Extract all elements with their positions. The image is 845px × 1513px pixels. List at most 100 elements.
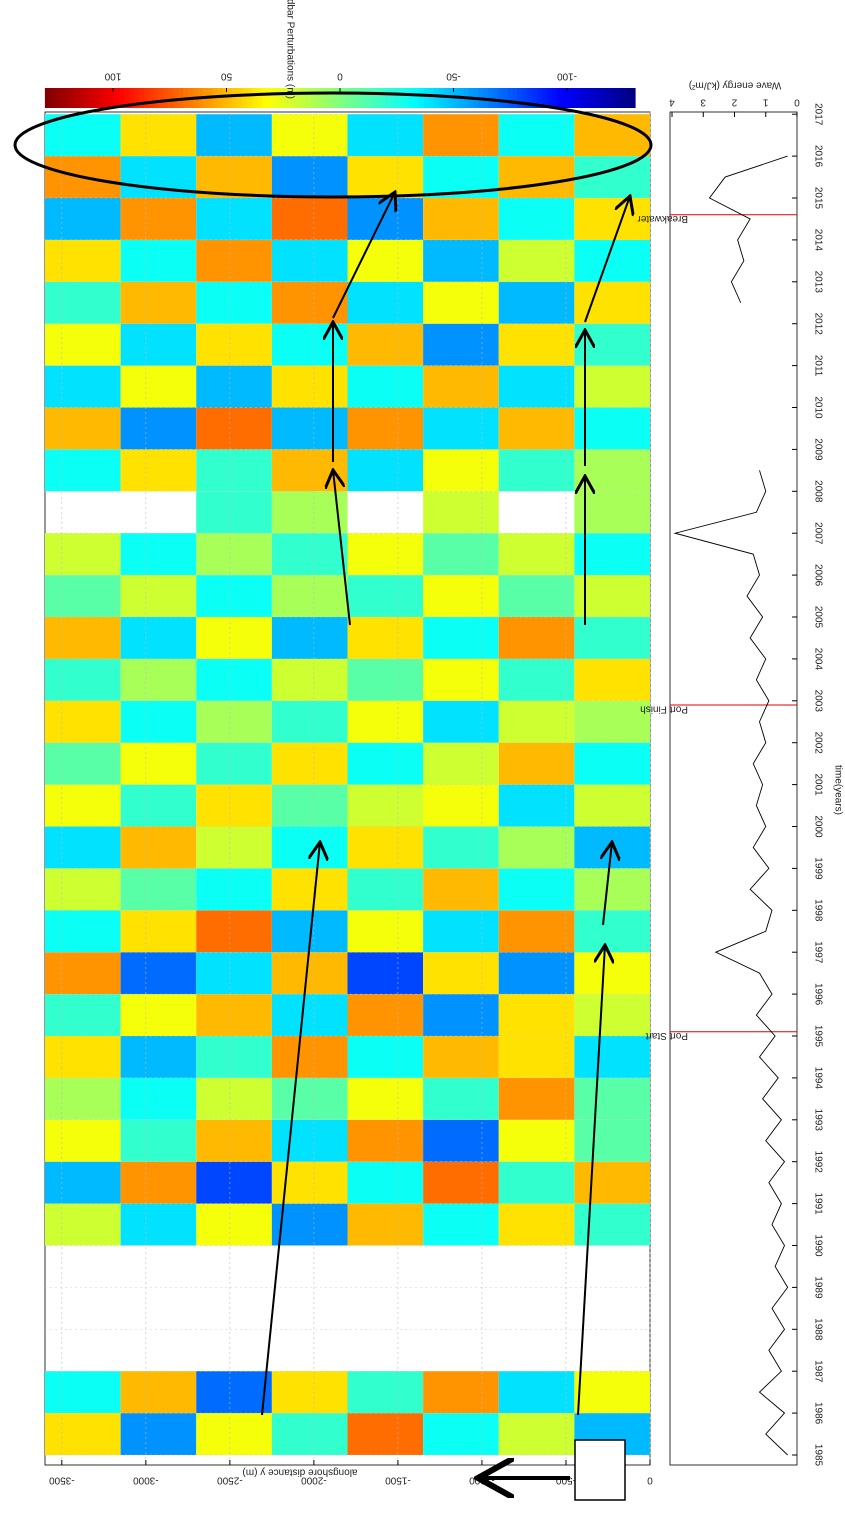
colorbar-swatch: [423, 88, 430, 108]
heatmap-cell: [45, 114, 121, 157]
heatmap-cell: [347, 617, 424, 659]
heatmap-cell: [498, 239, 575, 282]
heatmap-cell: [120, 700, 197, 743]
heatmap-cell: [271, 1371, 348, 1414]
heatmap-cell: [574, 575, 650, 617]
heatmap-cell: [574, 1371, 650, 1414]
colorbar-swatch: [251, 88, 257, 108]
heatmap-cell: [498, 952, 575, 995]
heatmap-cell: [347, 1119, 424, 1162]
heatmap-cell: [347, 281, 424, 324]
annotation-text: Port Start: [646, 1030, 688, 1041]
heatmap-cell: [347, 198, 424, 240]
heatmap-cell: [196, 1077, 272, 1120]
heatmap-cell: [196, 868, 272, 911]
heatmap-cell: [271, 449, 348, 492]
heatmap-cell: [120, 1036, 197, 1078]
colorbar-tick-label: 50: [221, 70, 233, 81]
colorbar-swatch: [320, 88, 326, 108]
heatmap-cell: [423, 784, 499, 827]
heatmap-cell: [45, 742, 121, 785]
heatmap-cell: [45, 1119, 121, 1162]
arrow: [603, 842, 612, 926]
heatmap-cell: [271, 617, 348, 659]
heatmap-cell: [196, 1119, 272, 1162]
heatmap: [44, 111, 651, 1466]
colorbar-swatch: [403, 88, 410, 108]
heatmap-cell: [498, 407, 575, 450]
heatmap-cell: [120, 323, 197, 366]
heatmap-cell: [347, 658, 424, 701]
heatmap-cell: [423, 281, 499, 324]
heatmap-cell: [45, 1077, 121, 1120]
heatmap-cell: [196, 323, 272, 366]
heatmap-cell: [498, 365, 575, 408]
heatmap-cell: [196, 365, 272, 408]
heatmap-cell: [271, 1036, 348, 1078]
heatmap-cell: [271, 1077, 348, 1120]
heatmap-cell: [574, 365, 650, 408]
x-tick-label: 2007: [812, 522, 823, 545]
heatmap-cell: [45, 1203, 121, 1246]
heatmap-cell: [120, 1413, 197, 1455]
colorbar-swatch: [64, 88, 70, 108]
heatmap-cell: [423, 491, 499, 534]
colorbar-swatch: [94, 88, 100, 108]
direction-box: [574, 1439, 626, 1501]
heatmap-cell: [498, 1077, 575, 1120]
colorbar-swatch: [600, 88, 607, 108]
colorbar-swatch: [335, 88, 341, 108]
heatmap-cell: [347, 1161, 424, 1204]
heatmap-cell: [347, 1203, 424, 1246]
heatmap-cell: [196, 994, 272, 1036]
colorbar-swatch: [433, 88, 439, 108]
heatmap-cell: [271, 323, 348, 366]
colorbar-swatch: [531, 88, 538, 108]
heatmap-cell: [120, 1119, 197, 1162]
colorbar-swatch: [261, 88, 267, 108]
heatmap-cell: [271, 1413, 348, 1455]
heatmap-cell: [347, 1077, 424, 1120]
x-tick-label: 1987: [812, 1360, 823, 1383]
colorbar-swatch: [359, 88, 366, 108]
heatmap-cell: [347, 1413, 424, 1455]
x-tick-label: 2008: [812, 480, 823, 503]
heatmap-cell: [498, 1371, 575, 1414]
y-tick-label: -3000: [133, 1474, 159, 1485]
colorbar-swatch: [526, 88, 533, 108]
heatmap-cell: [120, 575, 197, 617]
colorbar-swatch: [507, 88, 513, 108]
heatmap-cell: [423, 1077, 499, 1120]
colorbar-swatch: [394, 88, 400, 108]
heatmap-cell: [347, 1371, 424, 1414]
heatmap-cell: [423, 742, 499, 785]
arrow: [333, 470, 351, 626]
colorbar-swatch: [364, 88, 371, 108]
heatmap-cell: [45, 533, 121, 576]
colorbar-swatch: [551, 88, 557, 108]
x-tick-label: 1986: [812, 1402, 823, 1425]
x-tick-label: 1988: [812, 1318, 823, 1341]
heatmap-cell: [574, 198, 650, 240]
x-tick-label: 2010: [812, 396, 823, 419]
colorbar-swatch: [133, 88, 139, 108]
heatmap-cell: [120, 994, 197, 1036]
heatmap-cell: [347, 994, 424, 1036]
heatmap-cell: [196, 198, 272, 240]
colorbar-swatch: [295, 88, 302, 108]
colorbar-tick-label: -100: [557, 70, 577, 81]
x-tick-label: 1997: [812, 941, 823, 964]
colorbar-swatch: [605, 88, 612, 108]
heatmap-cell: [120, 868, 197, 911]
colorbar-swatch: [399, 88, 405, 108]
heatmap-cell: [196, 1371, 272, 1414]
heatmap-cell: [498, 156, 575, 198]
colorbar-swatch: [276, 88, 282, 108]
x-tick-label: 2006: [812, 564, 823, 587]
heatmap-cell: [498, 533, 575, 576]
x-tick-label: 2017: [812, 103, 823, 126]
colorbar-swatch: [517, 88, 523, 108]
colorbar-swatch: [571, 88, 577, 108]
colorbar-swatch: [330, 88, 336, 108]
heatmap-cell: [423, 952, 499, 995]
